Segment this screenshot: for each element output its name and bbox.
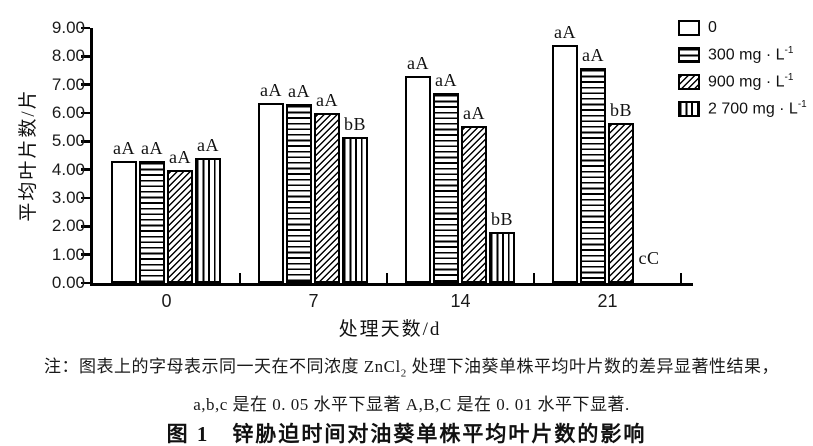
y-axis-tick	[81, 140, 90, 143]
y-axis-tick	[81, 111, 90, 115]
significance-label-day0-conc300: aA	[141, 138, 163, 158]
legend-swatch-plain-white	[678, 19, 700, 36]
y-axis-tick-label: 3.00	[51, 188, 85, 207]
bar-day7-conc0	[258, 103, 284, 283]
significance-label-day14-conc0: aA	[407, 53, 429, 73]
y-axis-tick-label: 0.00	[51, 273, 85, 292]
legend-item-conc300: 300 mg · L-1	[678, 44, 807, 64]
y-axis-tick	[81, 196, 90, 200]
figure-note-line1: 注：图表上的字母表示同一天在不同浓度 ZnCl2 处理下油葵单株平均叶片数的差异…	[10, 352, 813, 379]
legend-label-conc2700: 2 700 mg · L-1	[708, 98, 807, 118]
bar-day0-conc900	[167, 170, 193, 283]
category-boundary-tick	[532, 273, 536, 283]
legend-label-conc0: 0	[708, 18, 717, 36]
bar-day7-conc900	[314, 113, 340, 283]
significance-label-day14-conc900: aA	[463, 103, 485, 123]
legend-item-conc900: 900 mg · L-1	[678, 71, 807, 91]
legend-swatch-vertical-stripes	[678, 100, 700, 117]
bar-day14-conc0	[405, 76, 431, 283]
category-boundary-tick	[679, 273, 683, 283]
significance-label-day0-conc2700: aA	[197, 135, 219, 155]
y-axis-tick-label: 7.00	[51, 74, 85, 94]
x-axis-tick-label: 0	[161, 291, 172, 311]
bar-day21-conc300	[580, 68, 606, 283]
bar-day7-conc300	[286, 104, 312, 283]
bar-day21-conc900	[608, 123, 634, 283]
significance-label-day21-conc2700: cC	[638, 248, 660, 268]
y-axis-title: 平均叶片数/片	[18, 88, 39, 222]
significance-label-day14-conc2700: bB	[490, 209, 513, 229]
x-axis-tick-label: 21	[597, 291, 618, 311]
bar-day0-conc0	[111, 161, 137, 283]
figure-caption: 图 1 锌胁迫时间对油葵单株平均叶片数的影响	[166, 422, 647, 446]
bar-day21-conc0	[552, 45, 578, 283]
y-axis-tick-label: 1.00	[51, 244, 85, 264]
figure-note-line2: a,b,c 是在 0. 05 水平下显著 A,B,C 是在 0. 01 水平下显…	[193, 395, 630, 414]
legend-swatch-diagonal-stripes	[678, 73, 700, 90]
legend-label-conc300: 300 mg · L-1	[708, 44, 794, 64]
legend: 0 300 mg · L-1 900 mg · L-1 2 700 mg · L-1	[678, 19, 807, 127]
bar-day0-conc2700	[195, 158, 221, 283]
bar-day14-conc900	[461, 126, 487, 283]
note-text: 处理下油葵单株平均叶片数的差异显著性结果，	[406, 357, 779, 376]
y-axis-tick-label: 9.00	[51, 18, 85, 37]
bar-day14-conc2700	[489, 232, 515, 283]
y-axis-tick-label: 4.00	[51, 159, 85, 179]
y-axis-tick	[81, 83, 90, 86]
y-axis-tick-label: 8.00	[51, 46, 85, 66]
bar-day7-conc2700	[342, 137, 368, 283]
legend-item-conc0: 0	[678, 19, 807, 36]
y-axis-tick	[81, 168, 90, 171]
note-subscript: 2	[400, 367, 407, 380]
significance-label-day0-conc0: aA	[113, 138, 135, 158]
y-axis-tick	[81, 225, 90, 228]
y-axis-tick	[81, 281, 90, 285]
y-axis-tick	[81, 55, 90, 58]
significance-label-day7-conc2700: bB	[343, 114, 366, 134]
significance-label-day21-conc0: aA	[554, 22, 576, 42]
y-axis-tick-label: 5.00	[51, 131, 85, 151]
plot-area: 0.00 1.00 2.00 3.00 4.00 5.00 6.00 7.00 8.00 9.00…	[52, 19, 693, 311]
legend-label-conc900: 900 mg · L-1	[708, 71, 794, 91]
y-axis-tick	[81, 26, 90, 30]
legend-item-conc2700: 2 700 mg · L-1	[678, 98, 807, 118]
category-boundary-tick	[385, 273, 389, 283]
y-axis-tick	[81, 253, 90, 256]
category-boundary-tick	[238, 273, 242, 283]
bar-day14-conc300	[433, 93, 459, 283]
significance-label-day21-conc900: bB	[609, 100, 632, 120]
significance-label-day7-conc0: aA	[260, 80, 282, 100]
significance-label-day7-conc900: aA	[316, 90, 338, 110]
y-axis-tick-label: 2.00	[51, 216, 85, 236]
significance-label-day0-conc900: aA	[169, 147, 191, 167]
significance-label-day14-conc300: aA	[435, 70, 457, 90]
significance-label-day7-conc300: aA	[288, 81, 310, 101]
note-text: 注：图表上的字母表示同一天在不同浓度 ZnCl	[44, 357, 401, 376]
x-axis-tick-label: 14	[450, 291, 471, 311]
bar-day0-conc300	[139, 161, 165, 283]
significance-label-day21-conc300: aA	[582, 45, 604, 65]
x-axis-title: 处理天数/d	[338, 319, 442, 340]
y-axis-tick-label: 6.00	[51, 103, 85, 122]
x-axis-tick-label: 7	[308, 291, 319, 311]
legend-swatch-horizontal-stripes	[678, 46, 700, 63]
